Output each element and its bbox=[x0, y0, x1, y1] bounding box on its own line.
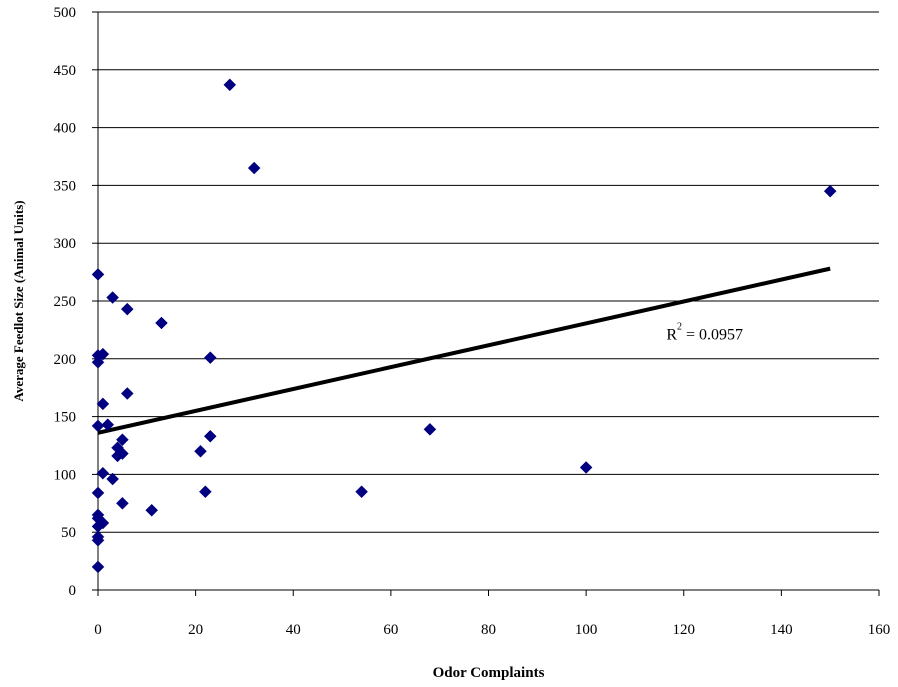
x-tick-label: 0 bbox=[94, 622, 102, 638]
data-point bbox=[91, 268, 105, 281]
data-points bbox=[91, 78, 837, 574]
y-tick-label: 300 bbox=[54, 236, 77, 252]
data-point bbox=[116, 433, 129, 447]
data-point bbox=[116, 447, 129, 460]
x-tick-label: 160 bbox=[868, 622, 891, 638]
data-point bbox=[199, 485, 212, 499]
data-point bbox=[145, 503, 159, 517]
y-tick-label: 450 bbox=[54, 63, 77, 79]
x-tick-label: 100 bbox=[575, 622, 598, 638]
data-point bbox=[91, 530, 105, 544]
x-tick-label: 80 bbox=[481, 622, 496, 638]
data-point bbox=[355, 485, 368, 499]
data-point bbox=[106, 472, 119, 486]
y-tick-label: 400 bbox=[54, 121, 77, 137]
y-tick-label: 0 bbox=[69, 583, 77, 599]
gridlines bbox=[98, 11, 879, 533]
data-point bbox=[91, 419, 105, 433]
data-point bbox=[91, 486, 105, 500]
data-point bbox=[101, 418, 115, 432]
x-tick-label: 20 bbox=[188, 622, 203, 638]
data-point bbox=[96, 466, 110, 480]
y-axis-title: Average Feedlot Size (Animal Units) bbox=[11, 200, 26, 401]
x-tick-label: 40 bbox=[286, 622, 301, 638]
data-point bbox=[423, 422, 437, 436]
data-point bbox=[116, 496, 129, 510]
data-point bbox=[96, 516, 110, 530]
data-point bbox=[223, 78, 237, 92]
y-tick-label: 250 bbox=[54, 294, 77, 310]
data-point bbox=[203, 351, 217, 364]
x-tick-label: 60 bbox=[383, 622, 398, 638]
x-axis-ticks: 0 20 40 60 80 100 120 140 160 bbox=[94, 590, 890, 638]
data-point bbox=[120, 387, 134, 400]
data-point bbox=[91, 355, 105, 369]
y-tick-label: 500 bbox=[54, 5, 77, 21]
y-tick-label: 350 bbox=[54, 178, 77, 194]
data-point bbox=[106, 291, 119, 304]
y-axis-ticks: 0 50 100 150 200 250 300 350 400 450 500 bbox=[54, 5, 98, 599]
data-point bbox=[120, 302, 134, 316]
data-point bbox=[91, 508, 105, 522]
data-point bbox=[247, 161, 261, 175]
y-tick-label: 100 bbox=[54, 467, 77, 483]
data-point bbox=[823, 184, 837, 198]
data-point bbox=[579, 461, 593, 474]
data-point bbox=[203, 429, 217, 443]
x-axis-title: Odor Complaints bbox=[433, 665, 545, 681]
data-point bbox=[155, 316, 168, 330]
r-squared-annotation: R2 = 0.0957 bbox=[666, 321, 743, 343]
trendline bbox=[97, 266, 831, 435]
y-tick-label: 150 bbox=[54, 410, 77, 426]
data-point bbox=[91, 560, 105, 574]
data-point bbox=[194, 444, 207, 458]
x-tick-label: 140 bbox=[770, 622, 793, 638]
data-point bbox=[96, 347, 110, 361]
data-point bbox=[96, 397, 110, 411]
y-tick-label: 50 bbox=[61, 525, 76, 541]
x-tick-label: 120 bbox=[673, 622, 696, 638]
y-tick-label: 200 bbox=[54, 352, 77, 368]
